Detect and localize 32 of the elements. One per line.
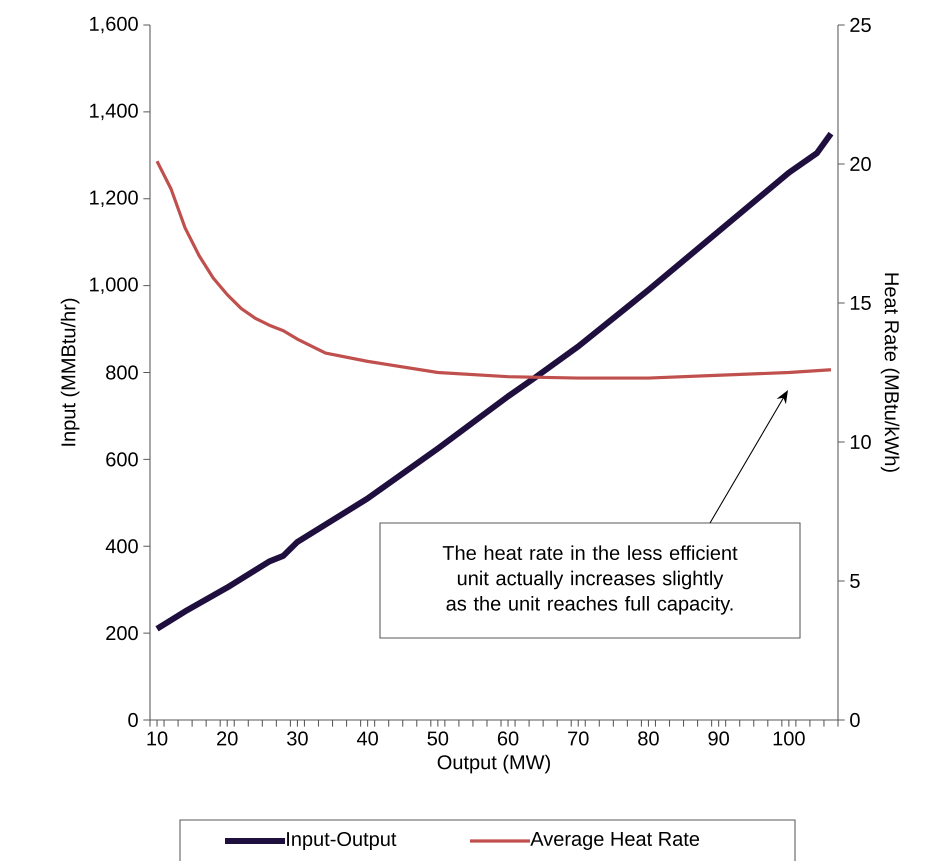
x-tick-label: 60 [498, 731, 518, 746]
y2-tick-label: 20 [850, 156, 871, 172]
line-series [155, 160, 833, 380]
y-tick-label: 1,600 [90, 16, 138, 34]
x-tick-label: 90 [708, 731, 729, 746]
y2-tick-label: 10 [850, 434, 871, 450]
y-tick-label: 200 [106, 626, 138, 640]
x-tick-label: 70 [568, 731, 589, 746]
y-tick-label: 1,400 [90, 104, 138, 120]
y2-tick-label: 15 [850, 296, 871, 310]
legend-label: Average Heat Rate [530, 832, 700, 850]
y-tick-label: 1,000 [90, 277, 138, 294]
x-tick-label: 80 [638, 731, 659, 746]
x-tick-label: 100 [774, 731, 805, 746]
annotation: The heat rate in the less efficient unit actually increases slightly as the unit reaches full capacity. [442, 545, 738, 615]
x-axis-title: Output (MW) [438, 754, 550, 774]
y-tick-label: 600 [106, 452, 138, 466]
x-tick-label: 10 [147, 731, 168, 746]
y2-axis-title: Heat Rate (MBtu/kWh) [880, 274, 900, 472]
x-tick-label: 30 [287, 731, 308, 746]
y-tick-label: 400 [106, 539, 138, 554]
y2-tick-label: 5 [850, 574, 860, 588]
y-tick-label: 800 [106, 365, 138, 380]
y2-tick-label: 0 [850, 712, 860, 728]
y-axis-title: Input (MMBtu/hr) [60, 298, 80, 446]
x-tick-label: 20 [217, 731, 238, 746]
x-tick-label: 40 [356, 731, 378, 746]
legend-label: Input-Output [287, 832, 396, 850]
y2-tick-label: 25 [850, 18, 871, 32]
y-tick-label: 1,200 [90, 190, 138, 207]
x-tick-label: 50 [428, 731, 448, 746]
y-tick-label: 0 [128, 712, 138, 728]
